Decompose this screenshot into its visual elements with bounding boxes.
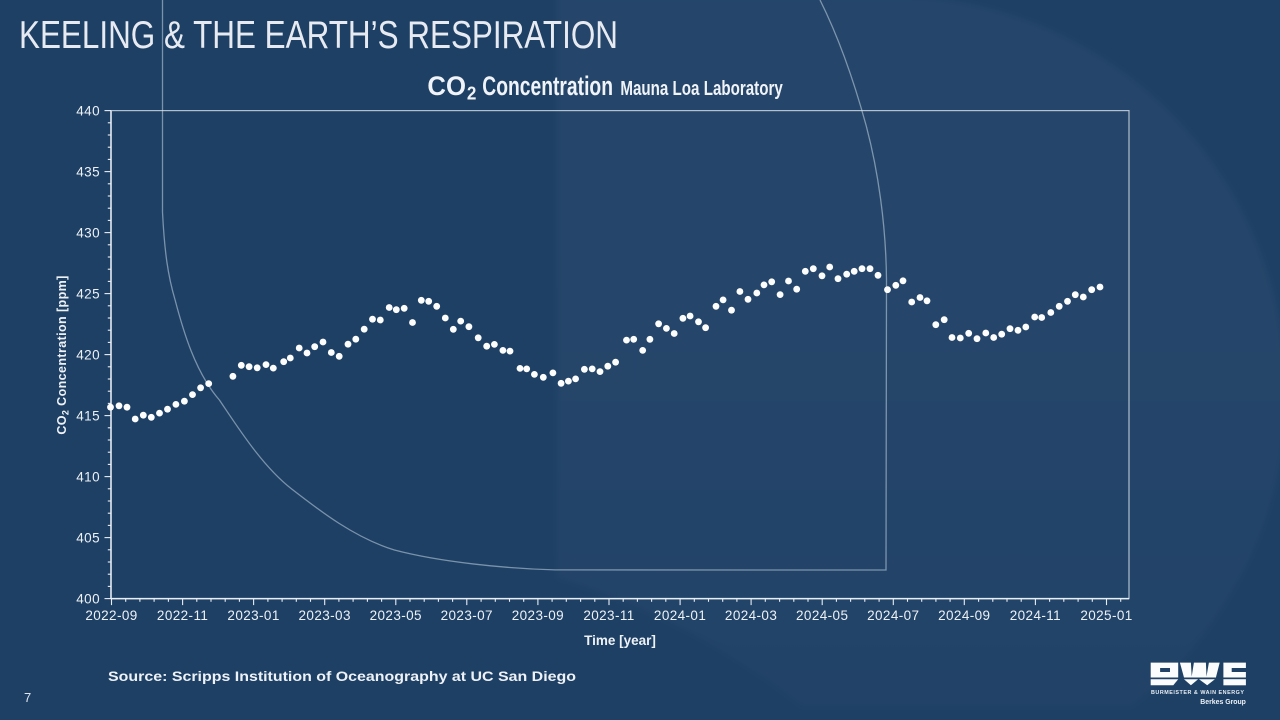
svg-text:400: 400 — [76, 591, 100, 606]
svg-text:2: 2 — [467, 84, 477, 104]
svg-text:2025-01: 2025-01 — [1080, 608, 1132, 623]
svg-text:425: 425 — [76, 286, 100, 301]
svg-text:Mauna Loa Laboratory: Mauna Loa Laboratory — [620, 77, 783, 100]
svg-text:Source: Scripps Institution of: Source: Scripps Institution of Oceanogra… — [108, 669, 576, 684]
svg-text:2024-07: 2024-07 — [867, 608, 919, 623]
svg-text:KEELING & THE EARTH’S RESPIRAT: KEELING & THE EARTH’S RESPIRATION — [19, 14, 618, 57]
svg-text:2024-01: 2024-01 — [654, 608, 706, 623]
svg-text:2024-05: 2024-05 — [796, 608, 848, 623]
svg-text:2023-05: 2023-05 — [370, 608, 422, 623]
svg-text:440: 440 — [76, 103, 100, 118]
svg-text:2024-11: 2024-11 — [1010, 608, 1061, 623]
svg-text:2024-09: 2024-09 — [938, 608, 990, 623]
svg-text:2023-07: 2023-07 — [441, 608, 493, 623]
svg-text:Berkes Group: Berkes Group — [1200, 699, 1246, 706]
svg-text:405: 405 — [76, 530, 100, 545]
svg-text:2023-01: 2023-01 — [227, 608, 279, 623]
svg-text:2022-09: 2022-09 — [85, 608, 137, 623]
svg-text:Concentration: Concentration — [482, 71, 613, 101]
svg-text:2023-09: 2023-09 — [512, 608, 564, 623]
svg-text:430: 430 — [76, 225, 100, 240]
svg-text:2023-03: 2023-03 — [299, 608, 351, 623]
svg-text:BURMEISTER & WAIN ENERGY: BURMEISTER & WAIN ENERGY — [1151, 690, 1245, 696]
svg-text:CO: CO — [427, 71, 466, 101]
svg-text:Time [year]: Time [year] — [584, 633, 656, 648]
svg-text:7: 7 — [24, 690, 31, 705]
svg-text:2023-11: 2023-11 — [583, 608, 634, 623]
svg-text:2024-03: 2024-03 — [725, 608, 777, 623]
svg-text:410: 410 — [76, 469, 100, 484]
svg-text:415: 415 — [76, 408, 100, 423]
svg-text:435: 435 — [76, 164, 100, 179]
svg-text:420: 420 — [76, 347, 100, 362]
svg-text:2022-11: 2022-11 — [157, 608, 208, 623]
svg-text:CO2 Concentration [ppm]: CO2 Concentration [ppm] — [55, 275, 71, 434]
